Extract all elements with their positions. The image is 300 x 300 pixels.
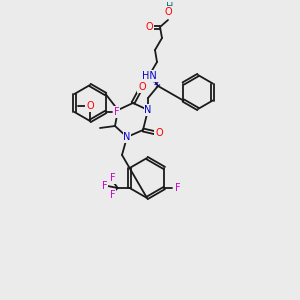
Text: F: F	[110, 190, 116, 200]
Text: F: F	[175, 183, 180, 193]
Text: F: F	[102, 181, 107, 191]
Text: N: N	[144, 105, 152, 115]
Text: O: O	[155, 128, 163, 138]
Text: O: O	[86, 101, 94, 111]
Text: F: F	[110, 173, 116, 183]
Text: F: F	[114, 107, 119, 117]
Text: H: H	[166, 2, 174, 12]
Text: O: O	[138, 82, 146, 92]
Text: N: N	[123, 132, 131, 142]
Text: O: O	[145, 22, 153, 32]
Text: O: O	[164, 7, 172, 17]
Text: HN: HN	[142, 71, 156, 81]
